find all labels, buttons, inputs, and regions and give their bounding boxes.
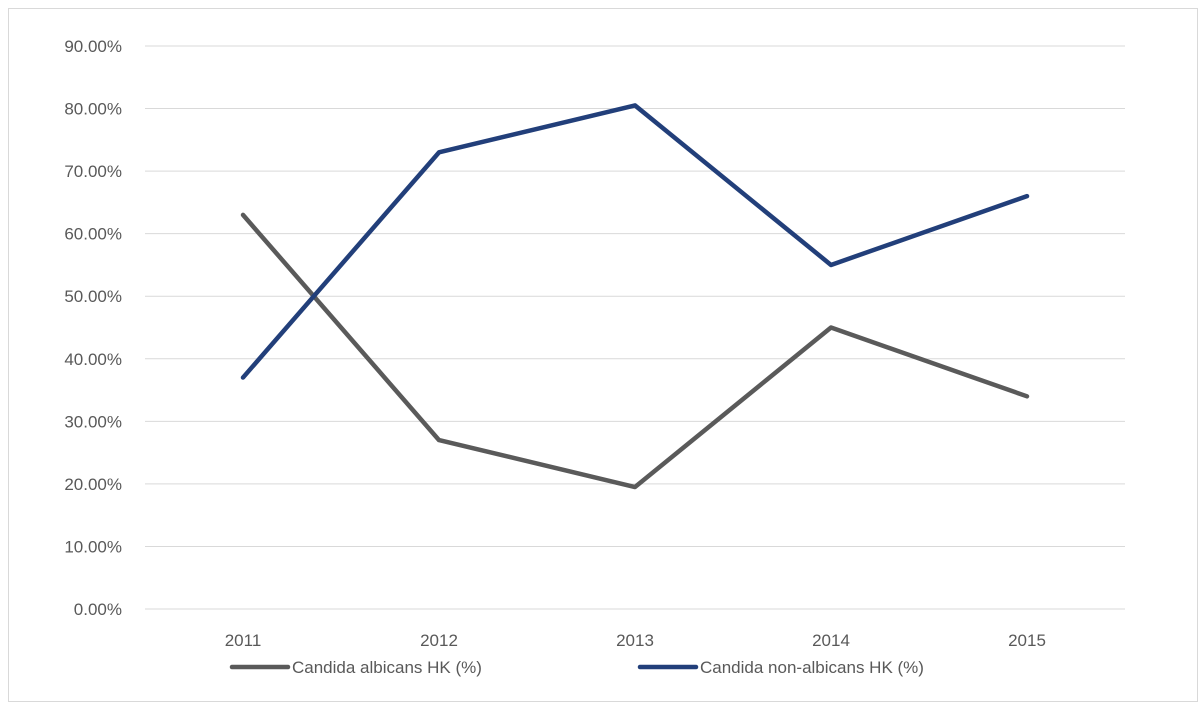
x-tick-label: 2015 xyxy=(1008,631,1046,650)
series-line-2 xyxy=(240,103,1030,380)
y-tick-label: 40.00% xyxy=(64,350,122,369)
gridlines xyxy=(145,45,1125,610)
x-axis-ticks: 2011 2012 2013 2014 2015 xyxy=(225,631,1046,650)
y-tick-label: 50.00% xyxy=(64,287,122,306)
y-tick-label: 70.00% xyxy=(64,162,122,181)
y-tick-label: 90.00% xyxy=(64,37,122,56)
legend: Candida albicans HK (%) Candida non-albic… xyxy=(229,658,924,677)
x-tick-label: 2013 xyxy=(616,631,654,650)
x-tick-label: 2014 xyxy=(812,631,850,650)
series-lines xyxy=(240,103,1030,490)
y-axis-ticks: 0.00% 10.00% 20.00% 30.00% 40.00% 50.00% 60.00… xyxy=(64,37,122,619)
legend-label: Candida non-albicans HK (%) xyxy=(700,658,924,677)
chart-frame xyxy=(8,8,1198,702)
y-tick-label: 10.00% xyxy=(64,537,122,556)
y-tick-label: 20.00% xyxy=(64,475,122,494)
series-line-1 xyxy=(240,212,1030,490)
y-tick-label: 80.00% xyxy=(64,100,122,119)
y-tick-label: 30.00% xyxy=(64,412,122,431)
legend-label: Candida albicans HK (%) xyxy=(292,658,482,677)
x-tick-label: 2012 xyxy=(420,631,458,650)
x-tick-label: 2011 xyxy=(225,631,262,650)
y-tick-label: 60.00% xyxy=(64,225,122,244)
y-tick-label: 0.00% xyxy=(74,600,122,619)
